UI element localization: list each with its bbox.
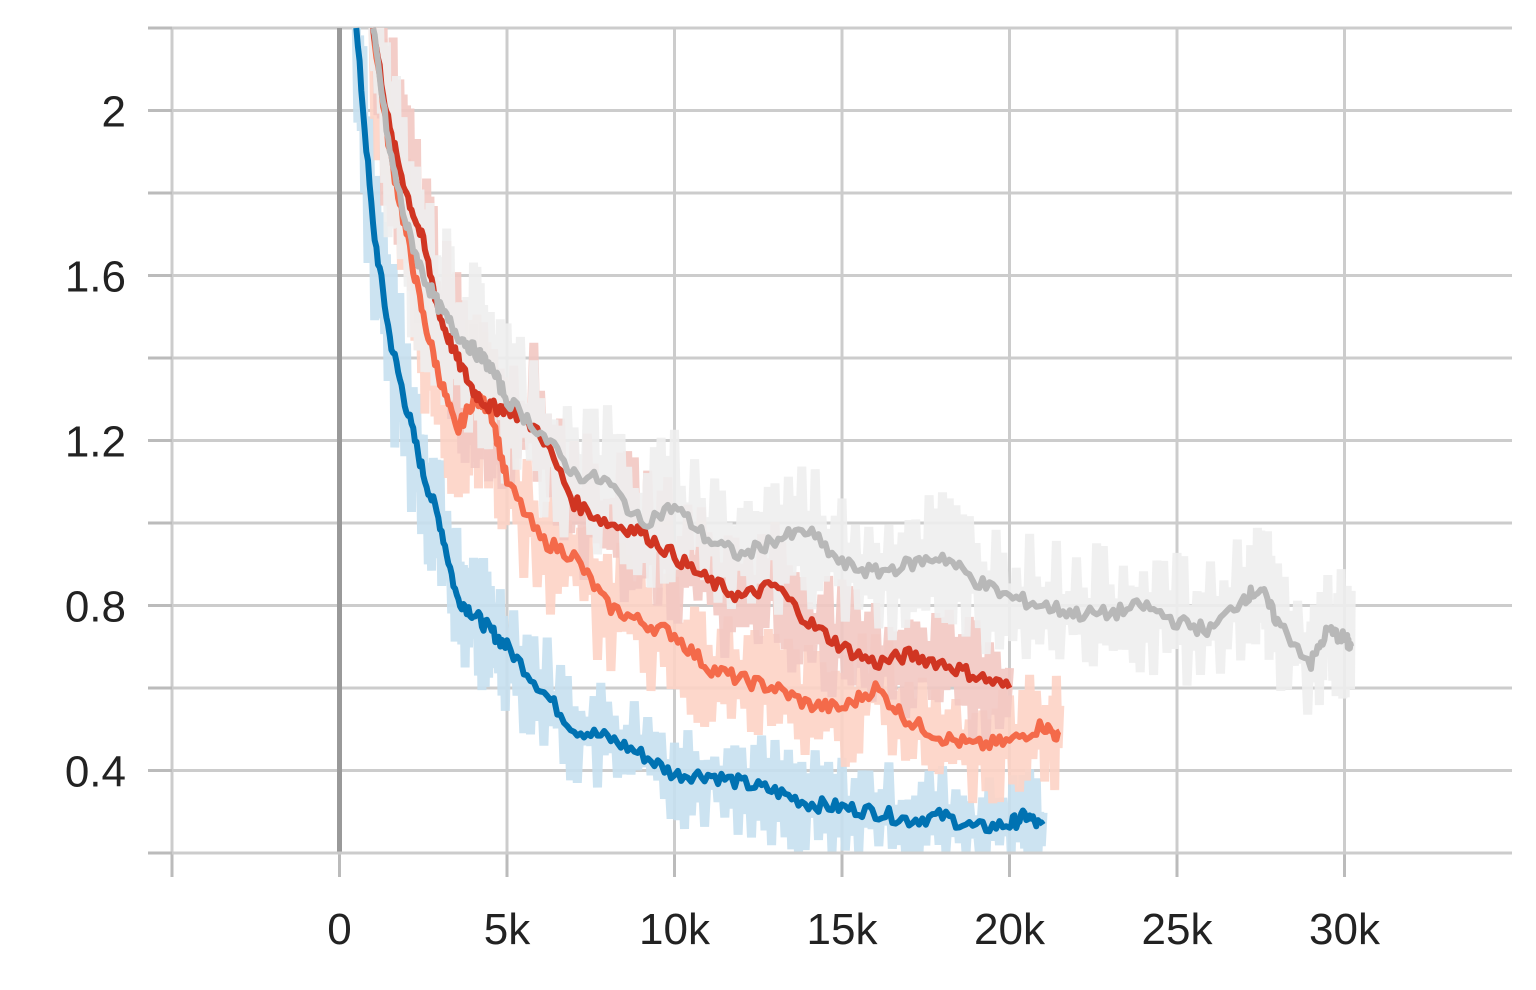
y-tick-label: 2 (102, 88, 126, 137)
x-tick-label: 5k (484, 905, 531, 954)
series-line (370, 27, 1355, 672)
y-tick-label: 1.2 (65, 418, 126, 467)
tick-labels: 2 1.6 1.2 0.8 0.4 0 5k 10k 15k 20k 25k 30k (65, 88, 1381, 955)
x-tick-label: 0 (327, 905, 351, 954)
y-tick-label: 0.8 (65, 583, 126, 632)
x-tick-label: 25k (1142, 905, 1214, 954)
y-tick-label: 0.4 (65, 748, 126, 797)
x-tick-label: 10k (639, 905, 711, 954)
raw-series-line (368, 27, 1356, 715)
axes (148, 26, 1512, 877)
series-line (353, 27, 1046, 835)
x-tick-label: 15k (807, 905, 879, 954)
x-tick-label: 20k (974, 905, 1046, 954)
smoothed-series-layer (353, 27, 1355, 835)
series-line (370, 27, 1062, 752)
y-tick-label: 1.6 (65, 253, 126, 302)
x-tick-label: 30k (1309, 905, 1381, 954)
